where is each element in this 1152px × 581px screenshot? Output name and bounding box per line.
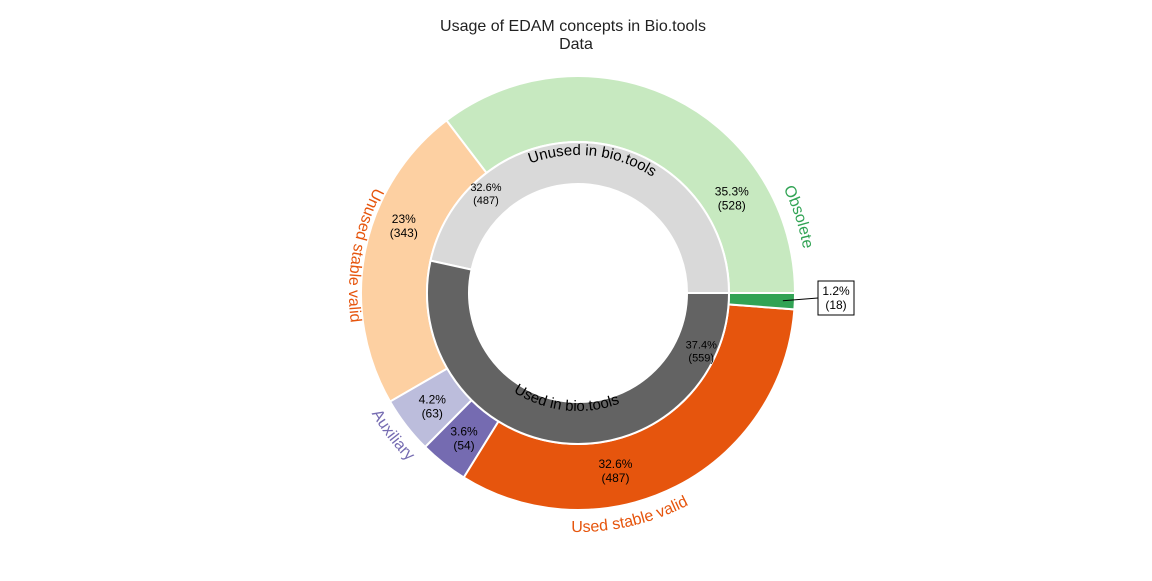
callout-line [782, 297, 819, 302]
inner-percent-label: 37.4% [686, 339, 717, 351]
outer-percent-label: 1.2% [822, 284, 850, 298]
inner-count-label: (487) [473, 195, 499, 207]
outer-count-label: (63) [422, 406, 443, 420]
inner-count-label: (559) [688, 352, 714, 364]
outer-count-label: (528) [718, 199, 746, 213]
outer-count-label: (487) [601, 471, 629, 485]
inner-ring [426, 141, 731, 445]
callout-box [817, 280, 855, 316]
outer-percent-label: 3.6% [450, 424, 478, 438]
outer-percent-label: 32.6% [598, 457, 632, 471]
outer-percent-label: 4.2% [419, 392, 447, 406]
outer-percent-label: 23% [392, 212, 416, 226]
inner-percent-label: 32.6% [470, 182, 501, 194]
inner-slice-unused-in-bio-tools[interactable] [429, 141, 731, 294]
outer-ring [360, 75, 797, 511]
chart-title: Usage of EDAM concepts in Bio.tools [440, 18, 706, 35]
outer-percent-label: 35.3% [715, 185, 749, 199]
outer-count-label: (18) [825, 298, 846, 312]
outer-count-label: (343) [390, 226, 418, 240]
outer-count-label: (54) [453, 438, 474, 452]
chart-subtitle: Data [559, 36, 593, 53]
inner-slice-used-in-bio-tools[interactable] [426, 259, 731, 445]
